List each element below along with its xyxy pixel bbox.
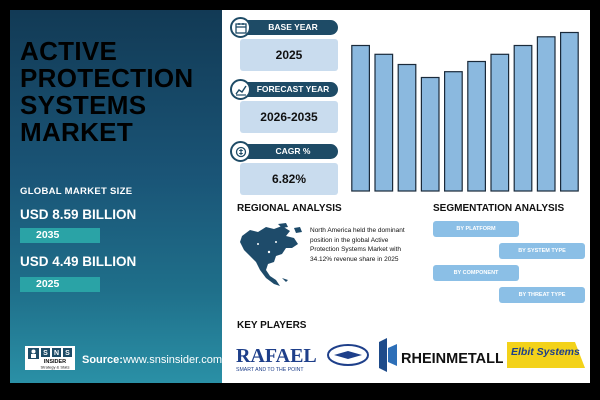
- title-line-4: MARKET: [20, 117, 134, 147]
- market-value-2025: USD 4.49 BILLION: [20, 254, 137, 269]
- forecast-year-value: 2026-2035: [240, 101, 338, 133]
- segment-by-system-type: BY SYSTEM TYPE: [499, 243, 585, 259]
- regional-analysis-title: REGIONAL ANALYSIS: [237, 203, 342, 214]
- rheinmetall-logo: RHEINMETALL: [379, 338, 503, 372]
- segment-by-component: BY COMPONENT: [433, 265, 519, 281]
- svg-text:S: S: [65, 350, 70, 357]
- growth-chart-icon: [230, 79, 251, 100]
- market-value-2035: USD 8.59 BILLION: [20, 207, 137, 222]
- source-label: Source:: [82, 354, 123, 366]
- calendar-icon: [230, 17, 251, 38]
- cagr-label: CAGR %: [240, 144, 338, 159]
- chart-bar-5: [443, 71, 463, 192]
- key-players-title: KEY PLAYERS: [237, 320, 307, 331]
- global-market-size-label: GLOBAL MARKET SIZE: [20, 186, 133, 197]
- svg-text:SMART AND TO THE POINT: SMART AND TO THE POINT: [236, 367, 304, 373]
- segment-by-platform: BY PLATFORM: [433, 221, 519, 237]
- rafael-logo: RAFAEL SMART AND TO THE POINT: [236, 344, 369, 373]
- svg-text:Elbit Systems: Elbit Systems: [511, 346, 580, 358]
- left-panel: [10, 10, 222, 383]
- north-america-map-icon: [240, 223, 302, 286]
- chart-bar-9: [536, 36, 556, 192]
- chart-bar-6: [467, 60, 487, 192]
- segment-by-threat-type: BY THREAT TYPE: [499, 287, 585, 303]
- cagr-value: 6.82%: [240, 163, 338, 195]
- svg-text:S: S: [43, 350, 48, 357]
- year-pill-2035: 2035: [20, 228, 100, 243]
- chart-bar-3: [397, 63, 417, 192]
- forecast-year-label: FORECAST YEAR: [240, 82, 338, 97]
- elbit-systems-logo: Elbit Systems: [507, 342, 585, 368]
- market-title: ACTIVE PROTECTION SYSTEMS MARKET: [20, 38, 210, 146]
- title-line-2: PROTECTION: [20, 63, 194, 93]
- base-year-label: BASE YEAR: [240, 20, 338, 35]
- chart-bar-2: [374, 53, 394, 192]
- chart-bar-10: [560, 31, 579, 192]
- source-url[interactable]: www.snsinsider.com: [122, 354, 223, 366]
- market-bar-chart: [351, 31, 579, 192]
- chart-bar-1: [351, 44, 371, 192]
- source-line: Source:www.snsinsider.com: [82, 354, 222, 366]
- svg-text:N: N: [54, 350, 59, 357]
- chart-bar-4: [420, 76, 440, 192]
- title-line-1: ACTIVE: [20, 36, 118, 66]
- chart-bar-7: [490, 53, 510, 192]
- svg-text:INSIDER: INSIDER: [44, 359, 66, 365]
- money-growth-icon: [230, 141, 251, 162]
- svg-text:RHEINMETALL: RHEINMETALL: [401, 351, 503, 367]
- title-line-3: SYSTEMS: [20, 90, 147, 120]
- base-year-value: 2025: [240, 39, 338, 71]
- svg-text:Strategy & Stats: Strategy & Stats: [41, 365, 70, 370]
- year-pill-2025: 2025: [20, 277, 100, 292]
- chart-bar-8: [513, 44, 533, 192]
- regional-summary-text: North America held the dominant position…: [310, 227, 405, 263]
- sns-insider-logo: S N S INSIDER Strategy & Stats: [25, 346, 75, 370]
- segmentation-analysis-title: SEGMENTATION ANALYSIS: [433, 203, 565, 214]
- svg-text:RAFAEL: RAFAEL: [236, 345, 317, 367]
